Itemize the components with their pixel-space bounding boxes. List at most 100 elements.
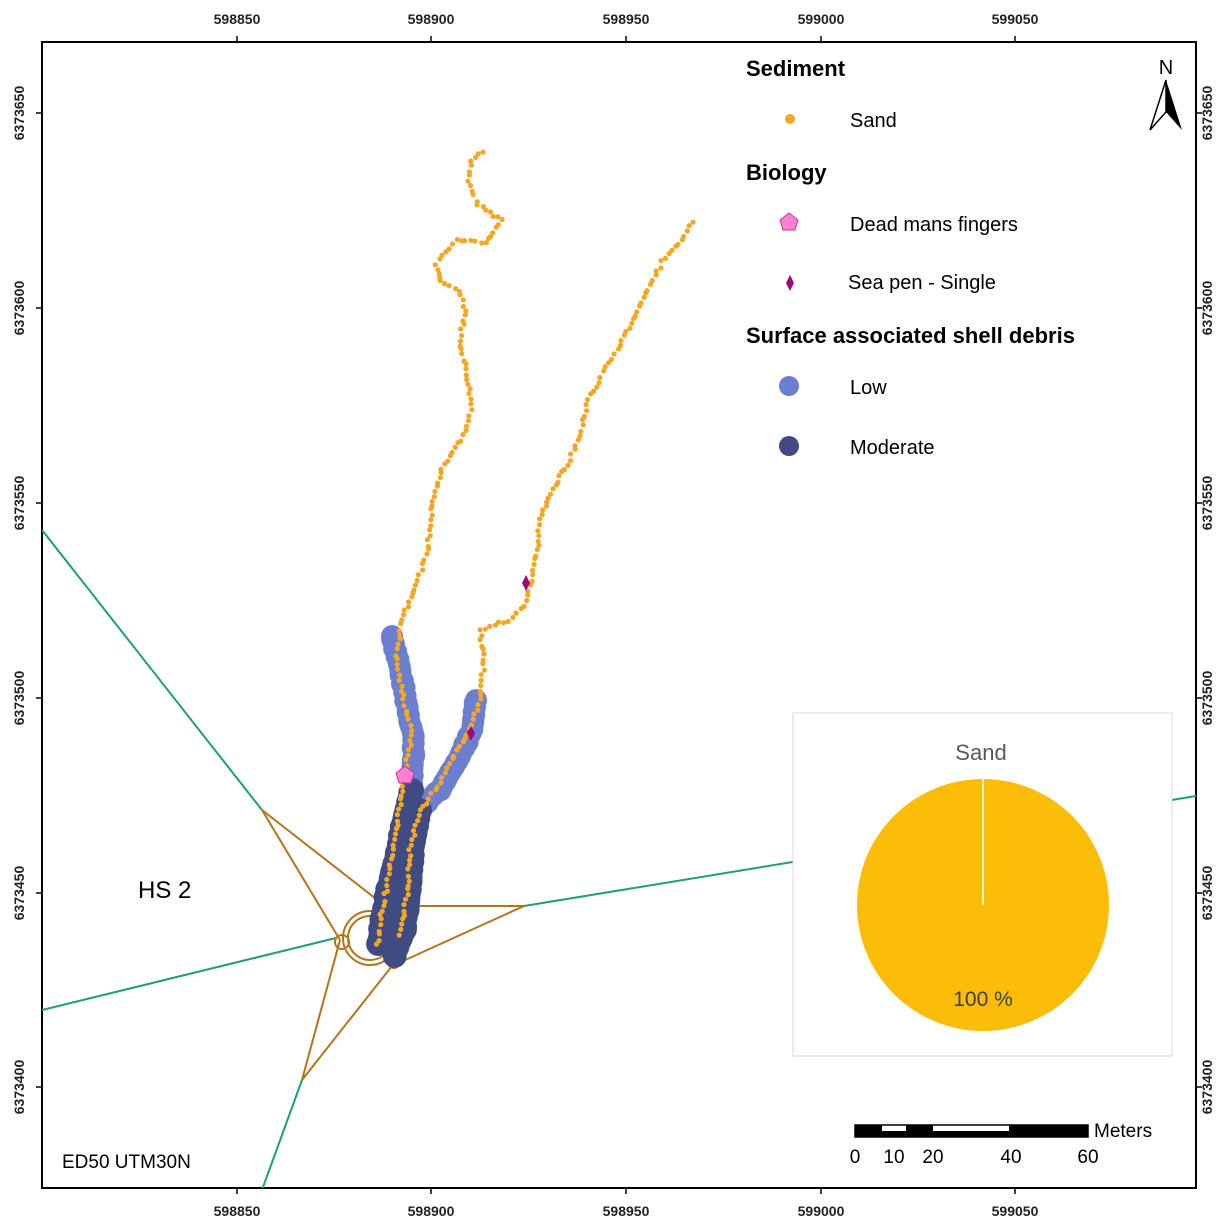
sand-point <box>428 790 434 796</box>
sand-point <box>583 402 589 408</box>
sand-point <box>575 437 581 443</box>
sand-point <box>392 836 398 843</box>
sand-point <box>434 483 440 489</box>
sand-point <box>405 752 411 758</box>
sand-point <box>601 368 607 374</box>
sand-point <box>559 468 565 475</box>
sand-point <box>510 614 516 621</box>
sand-point <box>459 351 465 357</box>
sand-point <box>449 241 456 247</box>
sand-point <box>463 427 469 433</box>
sand-point <box>393 826 400 832</box>
sand-point <box>627 325 633 331</box>
sand-point <box>547 491 554 497</box>
sand-point <box>443 249 449 255</box>
sand-point <box>424 551 430 557</box>
sand-point <box>446 283 452 289</box>
sand-point <box>539 511 545 518</box>
y-tick-label: 6373400 <box>1199 1060 1215 1115</box>
sand-point <box>487 209 494 215</box>
sand-point <box>396 806 402 812</box>
sand-point <box>406 847 412 853</box>
sea-pen-marker <box>467 726 475 741</box>
sand-point <box>382 898 388 905</box>
sand-point <box>621 332 628 338</box>
sand-point <box>425 796 431 802</box>
sand-point <box>467 183 474 189</box>
sand-point <box>584 397 591 403</box>
legend-sea-pen-swatch <box>786 275 794 291</box>
sand-point <box>454 747 460 753</box>
sand-point <box>480 149 486 155</box>
sand-point <box>537 516 543 522</box>
sand-point <box>415 818 421 824</box>
sand-point <box>605 360 612 366</box>
sand-point <box>447 761 453 767</box>
sand-point <box>466 390 472 397</box>
sand-point <box>407 862 413 868</box>
sand-point <box>565 462 571 468</box>
sand-point <box>394 812 400 818</box>
sand-point <box>412 832 418 838</box>
sand-point <box>543 503 550 509</box>
sand-point <box>392 831 399 837</box>
sand-point <box>594 384 600 390</box>
sand-point <box>458 238 465 244</box>
sand-point <box>477 637 483 643</box>
sand-point <box>464 377 470 383</box>
sand-point <box>454 236 460 243</box>
legend-label-moderate: Moderate <box>850 437 935 459</box>
sand-point <box>405 604 412 610</box>
sand-point <box>401 908 407 915</box>
sand-point <box>470 191 476 198</box>
sand-point <box>578 428 584 435</box>
sand-point <box>405 873 411 879</box>
scale-label: 60 <box>1077 1147 1098 1168</box>
sand-point <box>468 396 474 402</box>
sand-point <box>398 801 404 808</box>
x-tick-labels-bottom: 598850 598900 598950 599000 599050 <box>214 1203 1039 1219</box>
sand-point <box>623 328 629 334</box>
sand-point <box>518 605 524 612</box>
sand-point <box>483 240 489 246</box>
x-tick-labels-top: 598850 598900 598950 599000 599050 <box>214 11 1039 27</box>
dead-mans-fingers-marker <box>395 765 415 784</box>
x-tick-label: 598850 <box>214 1203 261 1219</box>
sand-point <box>499 216 505 223</box>
scale-label: 0 <box>850 1147 861 1168</box>
sand-point <box>390 842 396 848</box>
sand-point <box>437 475 443 481</box>
sand-point <box>602 364 608 370</box>
sand-point <box>400 696 406 702</box>
sand-point <box>658 265 664 271</box>
x-tick-label: 599000 <box>798 1203 845 1219</box>
sand-point <box>553 482 560 488</box>
sand-point <box>395 641 401 647</box>
scale-label: 10 <box>883 1147 904 1168</box>
sand-point <box>409 836 415 843</box>
sand-point <box>406 878 412 884</box>
sand-point <box>408 853 414 859</box>
pie-data-label: 100 % <box>953 988 1013 1011</box>
sand-point <box>378 922 384 928</box>
sand-point <box>690 219 696 225</box>
sand-point <box>405 716 411 722</box>
sand-point <box>465 381 471 387</box>
sand-point <box>373 941 380 947</box>
sand-point <box>468 158 474 164</box>
sand-point <box>486 235 492 241</box>
legend-dead-mans-fingers-swatch <box>779 212 799 231</box>
sand-point <box>381 890 387 897</box>
sand-point <box>572 446 578 452</box>
sand-point <box>437 278 443 284</box>
sand-point <box>535 538 541 544</box>
sand-point <box>408 742 414 748</box>
sand-point <box>433 787 439 793</box>
sand-point <box>463 372 469 378</box>
sand-point <box>436 271 442 277</box>
y-tick-label: 6373400 <box>11 1060 27 1115</box>
x-tick-label: 599050 <box>992 1203 1039 1219</box>
inset-chart-title: Sand <box>955 740 1006 765</box>
sand-point <box>403 757 409 763</box>
sand-point <box>397 796 404 802</box>
